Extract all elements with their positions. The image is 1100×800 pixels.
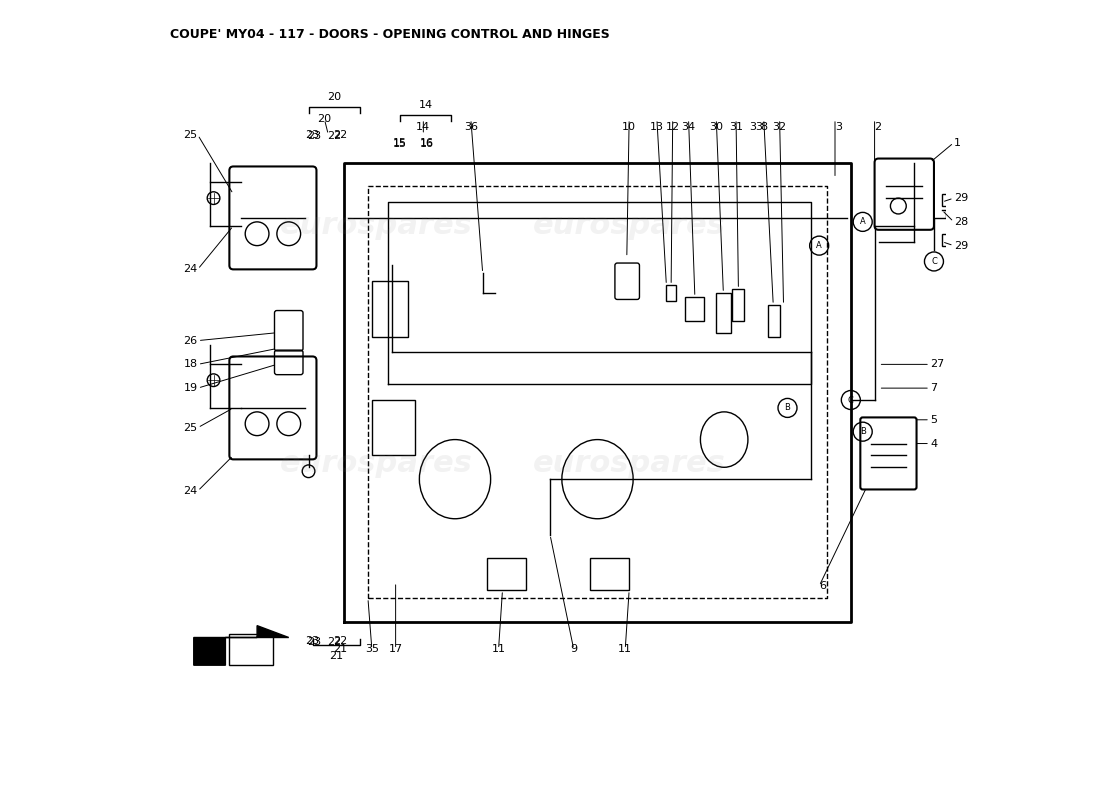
Text: 34: 34 (682, 122, 695, 132)
Text: 1: 1 (954, 138, 960, 148)
Text: 14: 14 (419, 100, 432, 110)
Bar (590, 558, 629, 590)
Text: eurospares: eurospares (532, 211, 726, 240)
Text: 28: 28 (954, 217, 968, 227)
Polygon shape (194, 626, 289, 666)
Text: 15: 15 (393, 138, 407, 149)
Text: 23: 23 (306, 130, 320, 140)
Text: 22: 22 (333, 637, 348, 646)
Text: 30: 30 (710, 122, 724, 132)
Text: B: B (860, 427, 866, 436)
Bar (716, 293, 730, 333)
Text: 35: 35 (365, 644, 378, 654)
Text: A: A (860, 218, 866, 226)
Text: 26: 26 (184, 336, 198, 346)
Text: 12: 12 (666, 122, 680, 132)
Bar (942, 194, 948, 206)
Text: 25: 25 (184, 422, 198, 433)
Text: 23: 23 (307, 638, 321, 647)
Bar (942, 234, 948, 246)
Text: 22: 22 (333, 130, 348, 140)
Text: 4: 4 (930, 438, 937, 449)
Text: 13: 13 (650, 122, 664, 132)
Bar (768, 305, 780, 337)
Text: 23: 23 (306, 637, 320, 646)
Text: 15: 15 (393, 138, 407, 148)
Text: eurospares: eurospares (279, 449, 472, 478)
Bar (684, 297, 704, 321)
Text: 2: 2 (874, 122, 882, 132)
Text: 29: 29 (954, 241, 968, 250)
Text: 11: 11 (492, 644, 506, 654)
Text: 31: 31 (729, 122, 743, 132)
Text: 16: 16 (420, 138, 434, 148)
Text: 33: 33 (749, 122, 762, 132)
Text: eurospares: eurospares (532, 449, 726, 478)
Text: 17: 17 (388, 644, 403, 654)
Text: 24: 24 (184, 264, 198, 274)
Text: 9: 9 (570, 644, 578, 654)
Text: 22: 22 (328, 130, 342, 141)
Text: 14: 14 (416, 122, 430, 132)
Text: 5: 5 (930, 414, 937, 425)
Text: eurospares: eurospares (279, 211, 472, 240)
Text: 24: 24 (184, 486, 198, 496)
Text: 36: 36 (464, 122, 477, 132)
Text: 27: 27 (930, 359, 944, 370)
Text: A: A (816, 241, 822, 250)
Text: 25: 25 (184, 130, 198, 140)
Text: 8: 8 (760, 122, 768, 132)
Bar (733, 289, 744, 321)
Text: 32: 32 (772, 122, 786, 132)
Bar (486, 558, 526, 590)
Text: 29: 29 (954, 193, 968, 203)
Bar (230, 634, 273, 666)
Text: 20: 20 (317, 114, 331, 124)
Text: 3: 3 (835, 122, 842, 132)
Text: 19: 19 (184, 383, 198, 393)
Text: 16: 16 (420, 138, 434, 149)
Text: COUPE' MY04 - 117 - DOORS - OPENING CONTROL AND HINGES: COUPE' MY04 - 117 - DOORS - OPENING CONT… (170, 28, 609, 41)
Text: 23: 23 (307, 130, 321, 141)
Text: 11: 11 (618, 644, 632, 654)
Text: 10: 10 (623, 122, 636, 132)
Text: 20: 20 (328, 92, 342, 102)
Text: 22: 22 (328, 638, 342, 647)
Text: 18: 18 (184, 359, 198, 370)
Text: 21: 21 (329, 651, 343, 661)
Text: 6: 6 (820, 581, 826, 591)
Text: C: C (931, 257, 937, 266)
Text: C: C (848, 395, 854, 405)
Text: 7: 7 (930, 383, 937, 393)
Text: 21: 21 (333, 644, 348, 654)
Text: B: B (784, 403, 791, 413)
Bar (667, 286, 675, 301)
